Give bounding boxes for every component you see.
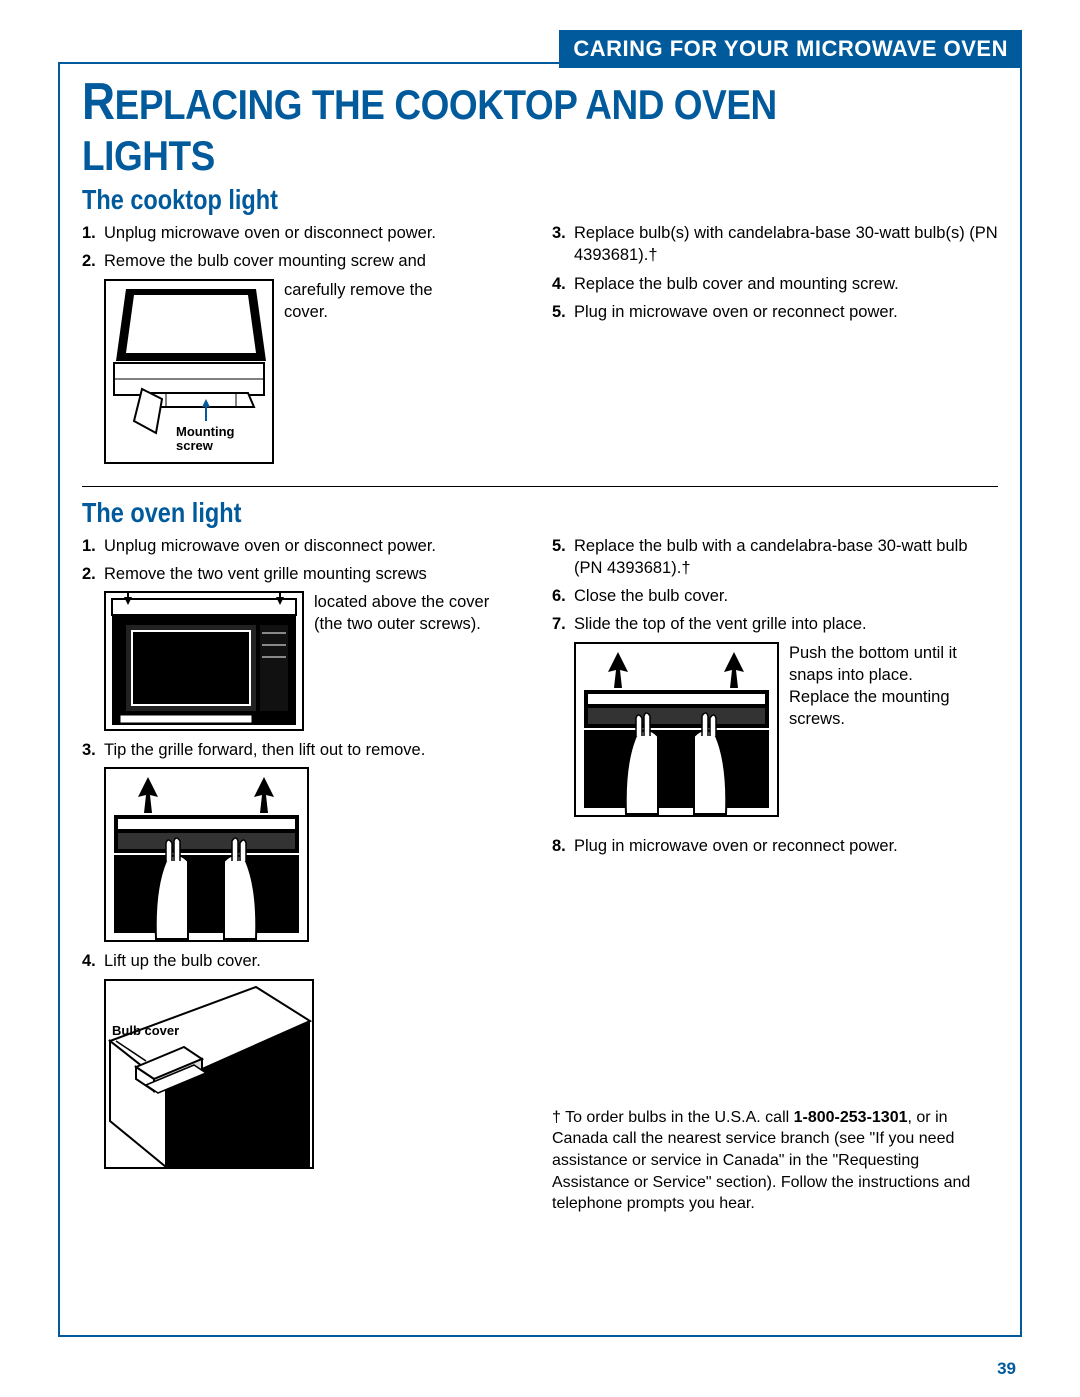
header-label: CARING FOR YOUR MICROWAVE OVEN — [573, 36, 1008, 61]
step-text: Close the bulb cover. — [574, 585, 998, 607]
oven-step-2: 2. Remove the two vent grille mounting s… — [82, 563, 528, 585]
step-text: Tip the grille forward, then lift out to… — [104, 739, 528, 761]
oven-step-7: 7. Slide the top of the vent grille into… — [552, 613, 998, 635]
oven-step-4: 4. Lift up the bulb cover. — [82, 950, 528, 972]
step-number: 2. — [82, 250, 104, 272]
oven-columns: 1. Unplug microwave oven or disconnect p… — [82, 535, 998, 1215]
footnote-text-a: To order bulbs in the U.S.A. call — [561, 1109, 794, 1126]
svg-text:Bulb cover: Bulb cover — [112, 1023, 179, 1038]
section-divider — [82, 486, 998, 487]
page-number: 39 — [997, 1359, 1016, 1379]
step-text: Replace bulb(s) with candelabra-base 30-… — [574, 222, 998, 267]
oven-step-1: 1. Unplug microwave oven or disconnect p… — [82, 535, 528, 557]
footnote-dagger: † — [552, 1109, 561, 1126]
oven-step7-cont: Push the bottom until it snaps into plac… — [789, 642, 969, 731]
section-cooktop: The cooktop light 1. Unplug microwave ov… — [60, 184, 1020, 472]
step-number: 7. — [552, 613, 574, 635]
step-text: Replace the bulb cover and mounting scre… — [574, 273, 998, 295]
section-oven: The oven light 1. Unplug microwave oven … — [60, 497, 1020, 1215]
cooktop-fig1-wrap: Mounting screw carefully remove the cove… — [104, 279, 528, 464]
step-number: 3. — [82, 739, 104, 761]
step-text: Plug in microwave oven or reconnect powe… — [574, 835, 998, 857]
cooktop-col-right: 3. Replace bulb(s) with candelabra-base … — [552, 222, 998, 472]
oven-step-6: 6. Close the bulb cover. — [552, 585, 998, 607]
step-number: 6. — [552, 585, 574, 607]
step-number: 1. — [82, 535, 104, 557]
cooktop-step-4: 4. Replace the bulb cover and mounting s… — [552, 273, 998, 295]
cooktop-heading: The cooktop light — [82, 184, 851, 216]
oven-step-8: 8. Plug in microwave oven or reconnect p… — [552, 835, 998, 857]
step-number: 1. — [82, 222, 104, 244]
svg-text:screw: screw — [176, 438, 214, 453]
oven-step-3: 3. Tip the grille forward, then lift out… — [82, 739, 528, 761]
cooktop-step-5: 5. Plug in microwave oven or reconnect p… — [552, 301, 998, 323]
cooktop-step-3: 3. Replace bulb(s) with candelabra-base … — [552, 222, 998, 267]
oven-fig7-wrap: Push the bottom until it snaps into plac… — [574, 642, 998, 817]
oven-fig4-wrap: Bulb cover — [104, 979, 528, 1169]
title-rest: EPLACING THE COOKTOP AND OVEN LIGHTS — [82, 81, 777, 179]
oven-col-left: 1. Unplug microwave oven or disconnect p… — [82, 535, 528, 1215]
page-frame: REPLACING THE COOKTOP AND OVEN LIGHTS Th… — [58, 62, 1022, 1337]
oven-fig3 — [104, 767, 309, 942]
step-text: Lift up the bulb cover. — [104, 950, 528, 972]
step-number: 5. — [552, 301, 574, 323]
step-text: Unplug microwave oven or disconnect powe… — [104, 222, 528, 244]
cooktop-fig1: Mounting screw — [104, 279, 274, 464]
footnote-phone: 1-800-253-1301 — [794, 1109, 908, 1126]
step-text: Replace the bulb with a candelabra-base … — [574, 535, 998, 580]
step-text: Remove the two vent grille mounting scre… — [104, 563, 528, 585]
step-number: 2. — [82, 563, 104, 585]
oven-fig7 — [574, 642, 779, 817]
cooktop-step2-cont: carefully remove the cover. — [284, 279, 464, 324]
oven-heading: The oven light — [82, 497, 851, 529]
step-number: 4. — [552, 273, 574, 295]
step-number: 8. — [552, 835, 574, 857]
cooktop-columns: 1. Unplug microwave oven or disconnect p… — [82, 222, 998, 472]
step-text: Remove the bulb cover mounting screw and — [104, 250, 528, 272]
footnote: † To order bulbs in the U.S.A. call 1-80… — [552, 1107, 998, 1215]
title-first-letter: R — [82, 73, 115, 131]
cooktop-step-1: 1. Unplug microwave oven or disconnect p… — [82, 222, 528, 244]
page-title: REPLACING THE COOKTOP AND OVEN LIGHTS — [82, 72, 907, 180]
step-text: Plug in microwave oven or reconnect powe… — [574, 301, 998, 323]
oven-col-right: 5. Replace the bulb with a candelabra-ba… — [552, 535, 998, 1215]
step-number: 4. — [82, 950, 104, 972]
oven-fig2 — [104, 591, 304, 731]
oven-fig4: Bulb cover — [104, 979, 314, 1169]
cooktop-step-2: 2. Remove the bulb cover mounting screw … — [82, 250, 528, 272]
step-number: 3. — [552, 222, 574, 267]
oven-fig3-wrap — [104, 767, 528, 942]
oven-fig2-wrap: located above the cover (the two outer s… — [104, 591, 528, 731]
oven-step2-cont: located above the cover (the two outer s… — [314, 591, 494, 636]
step-number: 5. — [552, 535, 574, 580]
step-text: Unplug microwave oven or disconnect powe… — [104, 535, 528, 557]
cooktop-col-left: 1. Unplug microwave oven or disconnect p… — [82, 222, 528, 472]
step-text: Slide the top of the vent grille into pl… — [574, 613, 998, 635]
svg-text:Mounting: Mounting — [176, 424, 235, 439]
oven-step-5: 5. Replace the bulb with a candelabra-ba… — [552, 535, 998, 580]
